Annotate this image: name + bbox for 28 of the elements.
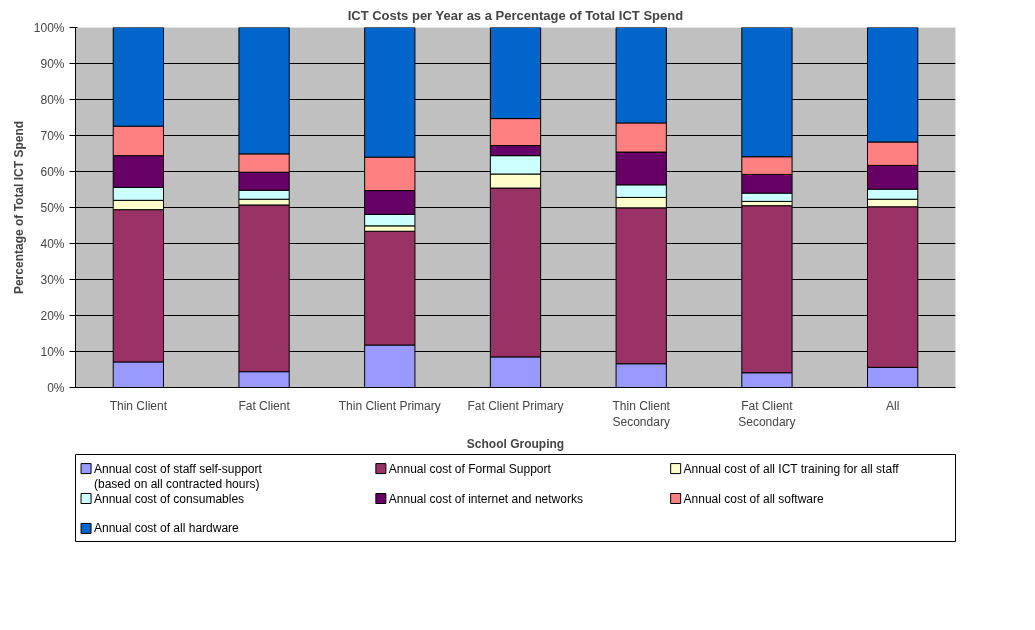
y-tick-label: 100% <box>33 20 65 35</box>
x-tick-label: Thin Client Primary <box>338 398 441 413</box>
legend-label: Annual cost of internet and networks <box>388 491 583 506</box>
y-tick-label: 60% <box>40 164 65 179</box>
y-tick-label: 30% <box>40 272 65 287</box>
y-tick-label: 20% <box>40 308 65 323</box>
x-tick-label: Fat Client Primary <box>467 398 564 413</box>
x-tick-label: All <box>885 398 900 413</box>
legend-label: Annual cost of all hardware <box>93 521 240 536</box>
legend-label: Annual cost of all software <box>683 491 824 506</box>
y-tick-label: 50% <box>40 200 65 215</box>
legend-label: Annual cost of staff self-support (based on all contracted hours) <box>93 461 263 491</box>
x-axis-title: School Grouping <box>466 437 565 452</box>
y-tick-label: 80% <box>40 92 65 107</box>
y-tick-label: 10% <box>40 344 65 359</box>
legend-label: Annual cost of consumables <box>93 491 245 506</box>
x-tick-label: Thin Client Secondary <box>612 398 671 430</box>
y-tick-label: 70% <box>40 128 65 143</box>
x-tick-label: Fat Client Secondary <box>738 398 796 430</box>
chart-title: ICT Costs per Year as a Percentage of Total ICT Spend <box>347 7 684 23</box>
x-tick-label: Thin Client <box>109 398 168 413</box>
y-tick-label: 0% <box>47 380 65 395</box>
y-tick-label: 40% <box>40 236 65 251</box>
legend-label: Annual cost of all ICT training for all staff <box>683 461 900 476</box>
x-tick-label: Fat Client <box>238 398 291 413</box>
y-tick-label: 90% <box>40 56 65 71</box>
y-axis-title: Percentage of Total ICT Spend <box>11 120 26 295</box>
legend-label: Annual cost of Formal Support <box>388 461 552 476</box>
